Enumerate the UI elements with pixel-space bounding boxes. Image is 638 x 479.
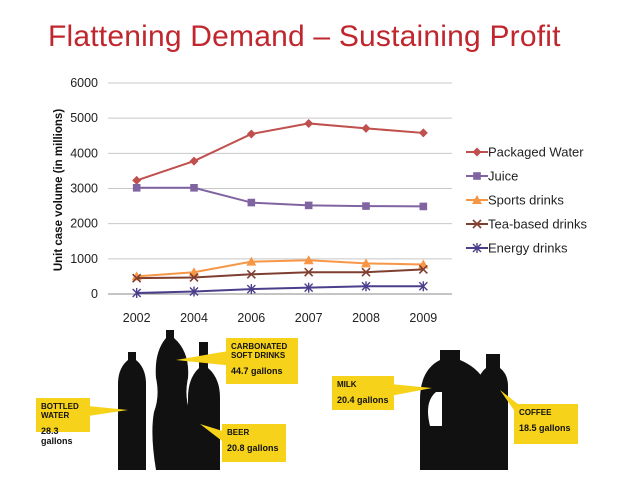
y-axis-ticks: 0 1000 2000 3000 4000 5000 6000 xyxy=(70,76,98,301)
data-point xyxy=(419,202,428,211)
legend-label: Energy drinks xyxy=(488,241,568,256)
callout-value: 20.4 gallons xyxy=(337,395,389,405)
x-tick-label: 2006 xyxy=(237,311,265,325)
data-point xyxy=(473,172,481,180)
data-point xyxy=(246,129,256,139)
callout-beer: Beer 20.8 gallons xyxy=(222,424,286,462)
data-point xyxy=(304,201,313,210)
series-line xyxy=(136,122,424,182)
legend-label: Packaged Water xyxy=(488,145,584,160)
callout-value: 28.3 gallons xyxy=(41,426,73,446)
data-point xyxy=(132,183,141,192)
series-line xyxy=(136,186,424,208)
data-point xyxy=(472,147,482,157)
series-juice xyxy=(132,183,428,211)
legend-label: Sports drinks xyxy=(488,193,564,208)
data-point xyxy=(132,287,142,298)
data-point xyxy=(418,128,428,138)
data-point xyxy=(361,281,371,292)
data-point xyxy=(361,258,371,268)
x-tick-label: 2002 xyxy=(123,311,151,325)
series-line xyxy=(136,285,424,294)
x-axis-ticks: 2002 2004 2006 2007 2008 2009 xyxy=(123,311,438,325)
y-tick-label: 2000 xyxy=(70,217,98,231)
data-point xyxy=(246,284,256,295)
data-point xyxy=(418,281,428,292)
data-point xyxy=(247,198,256,207)
data-point xyxy=(246,256,257,266)
x-tick-label: 2004 xyxy=(180,311,208,325)
legend-label: Juice xyxy=(488,169,518,184)
beverage-consumption-illustration: Bottled Water 28.3 gallons Carbonated So… xyxy=(0,320,638,479)
data-point xyxy=(304,282,314,293)
callout-value: 18.5 gallons xyxy=(519,423,571,433)
y-tick-label: 4000 xyxy=(70,146,98,160)
series-lines xyxy=(131,118,429,298)
milk-pointer xyxy=(390,384,432,396)
data-point xyxy=(303,255,314,265)
callout-bottled-water: Bottled Water 28.3 gallons xyxy=(36,398,90,446)
soda-bottle-icon xyxy=(152,330,192,470)
data-point xyxy=(472,219,482,229)
data-point xyxy=(361,267,371,277)
legend-item: Juice xyxy=(466,169,518,184)
data-point xyxy=(472,195,482,204)
data-point xyxy=(246,269,256,279)
series-tea-based-drinks xyxy=(132,264,428,283)
data-point xyxy=(189,286,199,297)
coffee-pointer xyxy=(500,390,518,416)
series-packaged-water xyxy=(132,118,428,185)
y-tick-label: 0 xyxy=(91,287,98,301)
legend-item: Energy drinks xyxy=(466,241,568,256)
data-point xyxy=(189,156,199,166)
callout-milk: Milk 20.4 gallons xyxy=(332,376,394,410)
callout-name: Milk xyxy=(337,380,357,389)
bottled-water-pointer xyxy=(88,406,128,416)
legend-item: Tea-based drinks xyxy=(466,217,587,232)
x-tick-label: 2008 xyxy=(352,311,380,325)
callout-name: Beer xyxy=(227,428,250,437)
series-line xyxy=(136,268,424,280)
callout-value: 44.7 gallons xyxy=(231,366,283,376)
series-line xyxy=(136,259,424,278)
callout-value: 20.8 gallons xyxy=(227,443,279,453)
beer-bottle-icon xyxy=(188,342,220,470)
data-point xyxy=(361,123,371,133)
beverage-silhouettes xyxy=(88,330,518,470)
x-tick-label: 2009 xyxy=(409,311,437,325)
legend-item: Packaged Water xyxy=(466,145,584,160)
data-point xyxy=(189,272,199,283)
beer-pointer xyxy=(200,424,226,444)
callout-name: Carbonated Soft Drinks xyxy=(231,342,288,360)
series-energy-drinks xyxy=(132,281,428,298)
x-tick-label: 2007 xyxy=(295,311,323,325)
callout-name: Coffee xyxy=(519,408,552,417)
y-tick-label: 6000 xyxy=(70,76,98,90)
milk-jug-icon xyxy=(420,350,490,470)
y-tick-label: 5000 xyxy=(70,111,98,125)
y-axis-title: Unit case volume (in millions) xyxy=(53,109,65,271)
data-point xyxy=(418,264,428,274)
soda-pointer xyxy=(176,350,234,366)
bottled-water-bottle-icon xyxy=(118,352,146,470)
legend-item: Sports drinks xyxy=(466,193,564,208)
data-point xyxy=(304,267,314,277)
callout-carbonated-soft-drinks: Carbonated Soft Drinks 44.7 gallons xyxy=(226,338,298,384)
callout-name: Bottled Water xyxy=(41,402,79,420)
data-point xyxy=(362,202,370,210)
coffee-bottle-icon xyxy=(478,354,508,470)
y-tick-label: 1000 xyxy=(70,252,98,266)
callout-coffee: Coffee 18.5 gallons xyxy=(514,404,578,444)
data-point xyxy=(304,118,314,128)
y-tick-label: 3000 xyxy=(70,182,98,196)
legend: Packaged Water Juice Sports drinks Tea-base… xyxy=(466,145,587,256)
data-point xyxy=(132,273,142,283)
data-point xyxy=(132,175,142,185)
slide-title: Flattening Demand – Sustaining Profit xyxy=(48,20,561,53)
legend-label: Tea-based drinks xyxy=(488,217,587,232)
data-point xyxy=(190,183,198,192)
data-point xyxy=(472,243,482,253)
